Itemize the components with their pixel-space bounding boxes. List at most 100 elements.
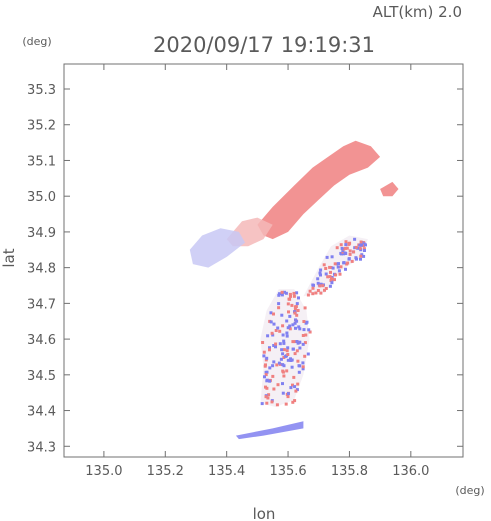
echo-cell [295,302,299,306]
echo-cell [286,326,290,330]
echo-cell [328,265,332,269]
echo-cell [288,292,292,296]
echo-cell [334,273,338,277]
echo-cell [295,291,299,295]
echo-cell [286,353,290,356]
echo-cell [324,287,328,290]
echo-region [303,235,368,297]
echo-cell [344,246,347,250]
y-tick-label: 35.0 [27,190,56,205]
y-tick-label: 34.7 [27,297,56,312]
echo-cell [281,333,285,337]
echo-cell [263,364,267,368]
echo-cell [314,291,318,295]
echo-cell [362,247,366,251]
echo-cell [278,292,281,296]
echo-cell [262,350,266,354]
echo-cell [283,290,286,294]
echo-cell [266,396,270,400]
echo-cell [286,346,290,350]
echo-cell [293,307,297,311]
echo-cell [297,370,301,374]
echo-cell [340,246,344,250]
echo-cell [311,292,315,296]
chart-title: 2020/09/17 19:19:31 [153,33,375,57]
altitude-label: ALT(km) 2.0 [373,3,462,21]
echo-cell [318,271,322,275]
echo-cell [341,250,345,254]
echo-cell [316,281,320,285]
echo-cell [292,294,296,298]
echo-cell [301,365,305,369]
echo-cell [270,400,274,404]
echo-cell [339,243,343,247]
echo-cell [336,265,340,269]
echo-cell [333,278,336,282]
echo-cell [289,294,292,298]
echo-cell [289,357,292,361]
echo-cell [340,252,343,256]
x-tick-label: 135.0 [85,464,122,479]
echo-cell [280,313,284,317]
echo-cell [264,358,268,362]
echo-region [235,421,304,440]
echo-cell [269,320,273,324]
echo-cell [269,311,273,315]
y-tick-label: 35.2 [27,119,56,134]
echo-cell [277,306,281,310]
echo-cell [319,291,323,295]
echo-cell [344,240,348,244]
echo-cell [295,313,299,317]
echo-cell [279,357,283,361]
echo-cell [323,288,326,292]
echo-cell [330,277,333,281]
echo-cell [359,257,362,261]
echo-cell [296,382,300,386]
echo-cell [282,339,286,343]
echo-region [189,228,246,268]
echo-cell [293,399,297,403]
echo-cell [268,346,271,350]
echo-cell [281,370,285,374]
y-tick-label: 34.3 [27,440,56,455]
echo-cell [291,323,295,327]
echo-cell [288,324,292,328]
echo-cell [282,341,286,345]
echo-region [260,289,312,407]
echo-cell [359,254,363,258]
echo-cell [280,290,284,294]
echo-cell [353,237,357,241]
echo-cell [361,244,365,248]
echo-cell [268,366,272,370]
echo-cell [342,247,346,251]
x-tick-label: 136.0 [392,464,429,479]
echo-cell [329,279,333,282]
echo-cell [285,349,289,353]
echo-cell [290,365,294,369]
echo-cell [290,303,294,307]
echo-cell [302,328,306,332]
echo-region-fill [189,228,246,268]
x-axis-ticks: 135.0 135.2 135.4 135.6 135.8 136.0 [85,64,429,479]
echo-cell [301,361,305,365]
echo-cell [293,385,297,389]
echo-cell [297,296,300,300]
echo-cell [264,373,268,377]
echo-cell [285,369,289,373]
y-axis-label: lat [0,248,18,267]
echo-cell [268,348,271,352]
echo-cell [265,379,269,383]
echo-region-fill [380,181,399,197]
x-tick-label: 135.4 [208,464,245,479]
echo-cell [305,320,309,324]
echo-cell [286,392,290,396]
echo-cell [319,273,322,277]
echo-cell [333,262,337,266]
echo-cell [342,261,346,265]
echo-cell [324,267,328,270]
echo-cell [296,341,300,345]
echo-cell [263,375,266,379]
echo-cell [311,283,315,287]
echo-cell [274,345,277,349]
echo-region [257,140,381,240]
